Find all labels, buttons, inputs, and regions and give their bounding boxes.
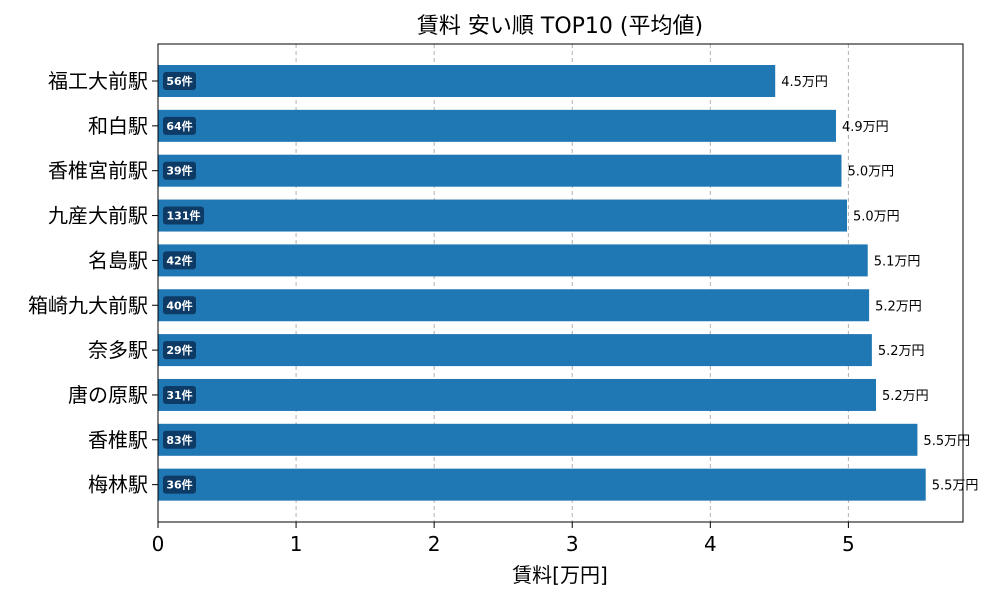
count-badge: [163, 72, 196, 90]
bars: [158, 65, 926, 501]
category-label: 箱崎九大前駅: [28, 293, 148, 317]
x-tick-label: 3: [566, 532, 579, 556]
count-label: 131件: [167, 209, 201, 223]
count-badge: [163, 475, 196, 494]
bar: [158, 199, 848, 232]
x-tick-label: 0: [152, 532, 165, 556]
count-label: 56件: [166, 74, 192, 88]
plot-frame: [157, 43, 964, 523]
count-badge: [163, 385, 196, 404]
value-label: 5.2万円: [882, 389, 929, 404]
value-label: 5.0万円: [853, 210, 900, 225]
category-label: 香椎駅: [88, 428, 148, 452]
count-label: 64件: [166, 119, 192, 133]
bar: [158, 289, 870, 322]
count-label: 83件: [166, 433, 192, 447]
bar: [158, 109, 836, 142]
value-label: 4.5万円: [781, 75, 828, 90]
count-label: 42件: [166, 253, 192, 267]
count-badge: [163, 206, 204, 225]
count-label: 29件: [166, 343, 192, 357]
x-tick-label: 2: [428, 532, 441, 556]
bar: [158, 378, 877, 411]
count-label: 31件: [166, 388, 192, 402]
x-tick-label: 4: [704, 532, 717, 556]
value-labels: 4.5万円 4.9万円 5.0万円 5.0万円 5.1万円 5.2万円 5.2万円 5.2万円…: [781, 75, 978, 494]
value-label: 4.9万円: [842, 120, 889, 135]
bar: [158, 468, 926, 501]
bar: [158, 154, 842, 187]
count-badge: [163, 430, 196, 449]
x-tick-label: 5: [842, 532, 855, 556]
bar: [158, 334, 872, 367]
chart-title: 賃料 安い順 TOP10 (平均値): [417, 14, 703, 39]
x-axis-ticks: 0 1 2 3 4 5: [152, 522, 855, 556]
count-badge: [163, 296, 196, 315]
count-badge: [163, 161, 196, 180]
value-label: 5.0万円: [847, 165, 894, 180]
count-badge: [163, 116, 196, 135]
category-label: 九産大前駅: [48, 204, 148, 228]
count-badge: [163, 341, 196, 360]
category-label: 和白駅: [88, 114, 148, 138]
count-badge: [163, 251, 196, 270]
x-tick-label: 1: [290, 532, 303, 556]
category-label: 香椎宮前駅: [48, 159, 148, 183]
count-label: 39件: [166, 164, 192, 178]
bar: [158, 65, 776, 97]
x-axis-title: 賃料[万円]: [512, 563, 608, 587]
value-label: 5.5万円: [932, 479, 979, 494]
category-label: 奈多駅: [88, 338, 148, 362]
value-label: 5.1万円: [874, 254, 921, 269]
value-label: 5.5万円: [923, 434, 970, 449]
category-label: 唐の原駅: [68, 383, 148, 407]
count-label: 40件: [166, 298, 192, 312]
category-label: 名島駅: [88, 248, 148, 272]
category-label: 梅林駅: [88, 473, 148, 497]
bar: [158, 423, 918, 456]
value-label: 5.2万円: [875, 299, 922, 314]
value-label: 5.2万円: [878, 344, 925, 359]
bar: [158, 244, 868, 277]
count-badges: 56件 64件 39件 131件 42件 40件 29件 31件 83件 36件: [163, 72, 204, 494]
count-label: 36件: [166, 478, 192, 492]
category-label: 福工大前駅: [48, 69, 148, 93]
